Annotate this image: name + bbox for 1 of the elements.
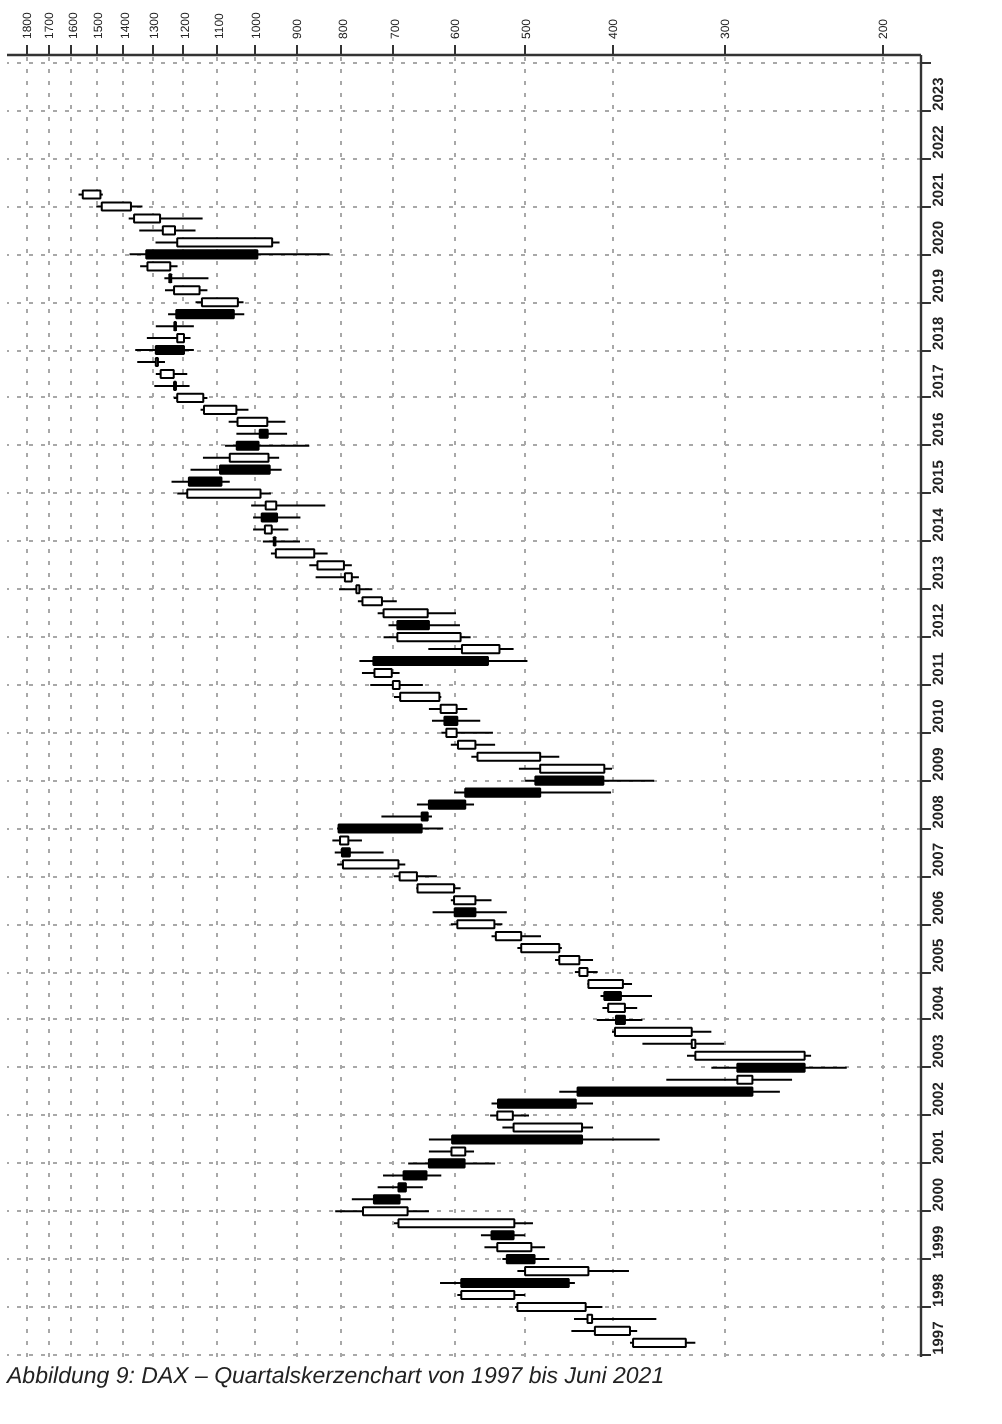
text: Abbildung 9: DAX – Quartalskerzenchart von 1997 bis Juni 2021 [5, 1365, 665, 1389]
